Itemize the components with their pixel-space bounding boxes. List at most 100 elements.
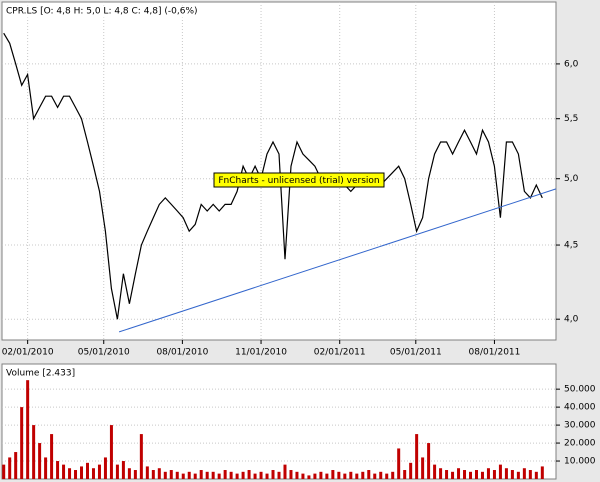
volume-bar — [163, 471, 167, 479]
volume-bar — [85, 462, 89, 479]
volume-bar — [151, 470, 155, 479]
volume-bar — [56, 461, 60, 479]
volume-bar — [313, 473, 317, 479]
volume-bar — [74, 470, 78, 479]
panel-title: Volume [2.433] — [6, 369, 75, 379]
panel-title-bg — [4, 367, 78, 380]
y-tick-label: 20.000 — [564, 439, 596, 449]
volume-bar — [486, 468, 490, 479]
volume-bar — [259, 471, 263, 479]
price-panel — [1, 1, 557, 341]
volume-bar — [229, 471, 233, 479]
volume-bar — [391, 471, 395, 479]
y-tick-label: 50.000 — [564, 385, 596, 395]
volume-bar — [397, 448, 401, 479]
volume-bar — [373, 473, 377, 479]
volume-bar — [139, 434, 143, 479]
x-tick-label: 02/01/2010 — [2, 348, 54, 358]
volume-bar — [247, 470, 251, 479]
volume-bar — [127, 468, 131, 479]
y-tick-label: 4,0 — [564, 315, 579, 325]
volume-bar — [355, 473, 359, 479]
x-tick-label: 11/01/2010 — [235, 348, 287, 358]
volume-bar — [331, 470, 335, 479]
volume-bar — [439, 468, 443, 479]
volume-bar — [109, 425, 113, 479]
volume-bar — [367, 470, 371, 479]
volume-bar — [289, 470, 293, 479]
y-tick-label: 5,0 — [564, 174, 579, 184]
volume-bar — [91, 468, 95, 479]
volume-bar — [26, 380, 30, 479]
volume-bar — [68, 468, 72, 479]
volume-bar — [379, 471, 383, 479]
volume-bar — [301, 473, 305, 479]
volume-bar — [277, 471, 281, 479]
volume-bar — [415, 434, 419, 479]
volume-bar — [181, 473, 185, 479]
volume-bar — [235, 473, 239, 479]
panel-title-bg — [4, 5, 200, 18]
volume-bar — [403, 470, 407, 479]
x-tick-label: 05/01/2011 — [390, 348, 442, 358]
volume-bar — [103, 457, 107, 479]
volume-bar — [409, 462, 413, 479]
volume-bar — [169, 470, 173, 479]
volume-bar — [504, 468, 508, 479]
volume-bar — [145, 466, 149, 479]
volume-bar — [457, 468, 461, 479]
volume-bar — [463, 470, 467, 479]
volume-bar — [217, 473, 221, 479]
volume-bar — [187, 471, 191, 479]
volume-bar — [62, 464, 66, 479]
volume-bar — [516, 471, 520, 479]
volume-bar — [283, 464, 287, 479]
volume-bar — [307, 475, 311, 479]
x-tick-label: 05/01/2010 — [78, 348, 130, 358]
y-tick-label: 40.000 — [564, 403, 596, 413]
volume-bar — [295, 471, 299, 479]
volume-bar — [253, 473, 257, 479]
volume-bar — [80, 466, 84, 479]
x-tick-label: 02/01/2011 — [314, 348, 366, 358]
y-tick-label: 30.000 — [564, 421, 596, 431]
volume-bar — [540, 466, 544, 479]
watermark-text: FnCharts - unlicensed (trial) version — [218, 176, 379, 186]
volume-bar — [528, 470, 532, 479]
volume-bar — [492, 470, 496, 479]
volume-bar — [14, 452, 18, 479]
volume-bar — [205, 471, 209, 479]
volume-bar — [343, 473, 347, 479]
watermark: FnCharts - unlicensed (trial) version — [213, 172, 385, 188]
y-tick-label: 10.000 — [564, 457, 596, 467]
volume-bar — [175, 471, 179, 479]
volume-bar — [121, 461, 125, 479]
volume-bar — [445, 470, 449, 479]
volume-panel — [1, 363, 557, 480]
volume-bar — [265, 473, 269, 479]
volume-bar — [32, 425, 36, 479]
volume-bar — [20, 407, 24, 479]
volume-bar — [319, 471, 323, 479]
volume-bar — [2, 464, 6, 479]
volume-bar — [522, 468, 526, 479]
volume-bar — [271, 470, 275, 479]
y-tick-label: 6,0 — [564, 59, 579, 69]
volume-bar — [44, 457, 48, 479]
volume-bar — [157, 468, 161, 479]
volume-bar — [211, 471, 215, 479]
price-line — [3, 32, 543, 320]
x-tick-label: 08/01/2010 — [156, 348, 208, 358]
volume-bar — [534, 471, 538, 479]
volume-bar — [480, 471, 484, 479]
volume-bar — [427, 443, 431, 479]
volume-bar — [97, 464, 101, 479]
watermark-box — [213, 172, 385, 188]
volume-bar — [325, 473, 329, 479]
volume-bar — [474, 470, 478, 479]
volume-bar — [337, 471, 341, 479]
volume-bar — [115, 464, 119, 479]
y-tick-label: 4,5 — [564, 241, 578, 251]
volume-bar — [193, 473, 197, 479]
